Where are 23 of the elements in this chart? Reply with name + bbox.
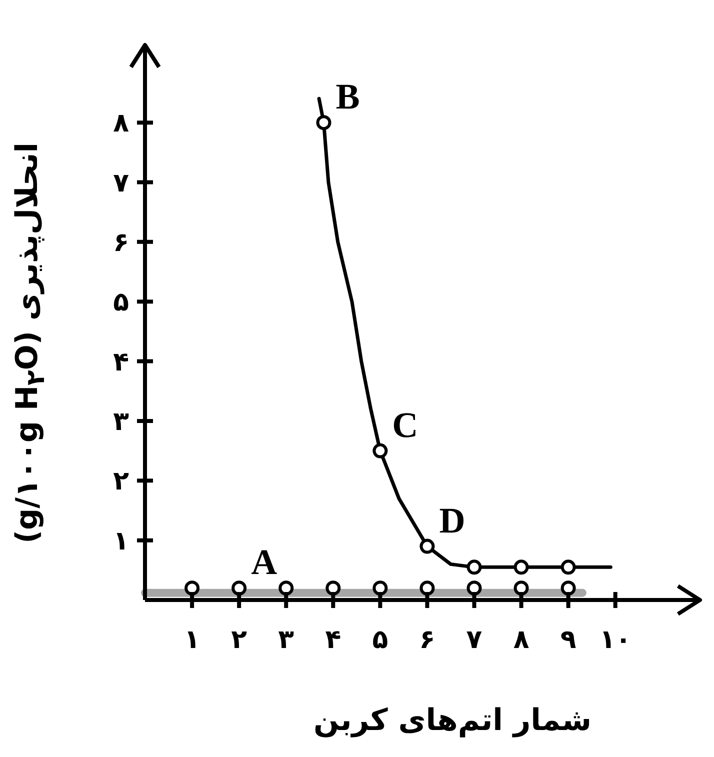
x-tick-label: ۴: [325, 625, 342, 655]
x-tick-label: ۳: [278, 625, 294, 655]
x-tick-label: ۱۰: [599, 625, 632, 655]
annotation: B: [336, 76, 360, 117]
x-tick-label: ۶: [419, 625, 436, 655]
y-tick-label: ۷: [113, 168, 130, 198]
x-tick-label: ۷: [466, 625, 482, 655]
x-tick-label: ۵: [372, 625, 388, 655]
annotation: D: [439, 500, 466, 540]
x-axis-title: شمار اتم‌های کربن: [313, 703, 592, 738]
y-tick-label: ۱: [113, 526, 129, 556]
y-tick-label: ۵: [113, 288, 130, 318]
x-tick-label: ۹: [560, 625, 576, 655]
x-tick-label: ۸: [513, 625, 530, 655]
y-tick-label: ۴: [113, 347, 129, 378]
annotation: A: [251, 542, 278, 582]
y-tick-label: ۶: [113, 228, 129, 258]
x-tick-label: ۱: [184, 625, 200, 655]
y-tick-label: ۲: [113, 466, 130, 497]
x-tick-label: ۲: [231, 625, 248, 655]
y-tick-label: ۳: [113, 406, 130, 437]
y-tick-label: ۸: [113, 108, 130, 139]
annotation: C: [392, 404, 418, 445]
